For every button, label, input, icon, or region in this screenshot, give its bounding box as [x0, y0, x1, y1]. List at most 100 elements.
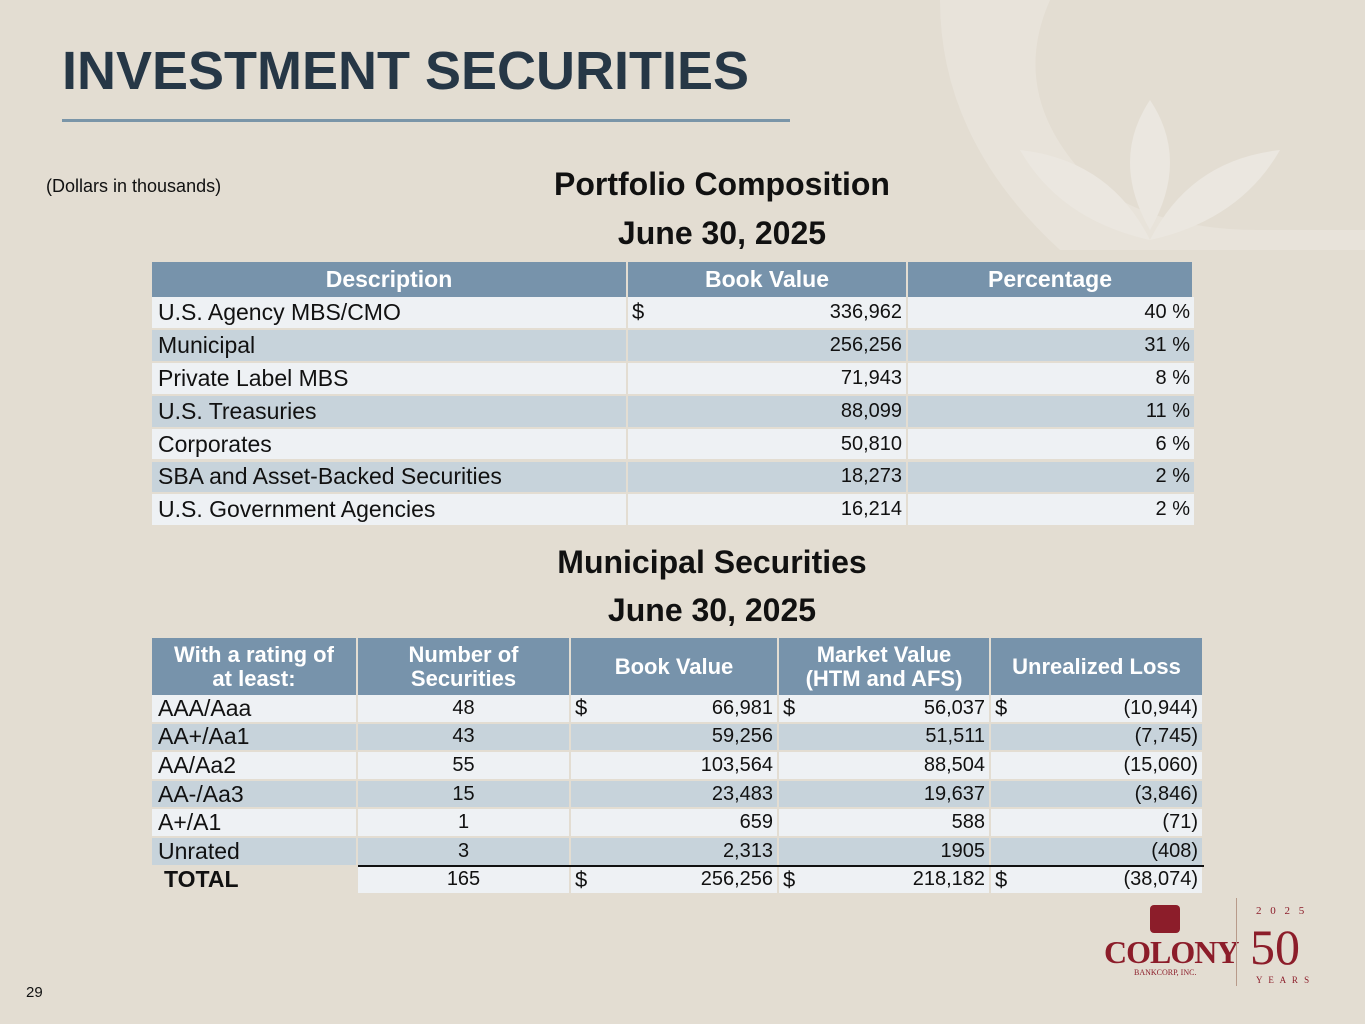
cell-bg [779, 809, 989, 836]
cell-bg [358, 866, 569, 894]
column-header: Market Value (HTM and AFS) [779, 638, 989, 695]
cell-bg [358, 752, 569, 779]
market-value: 1905 [940, 839, 986, 862]
currency: $ [995, 866, 1008, 892]
market-value: 88,504 [923, 753, 985, 776]
cell-bg [571, 695, 777, 722]
cell-bg [991, 809, 1202, 836]
column-header: Unrealized Loss [991, 638, 1202, 695]
table-date: June 30, 2025 [617, 215, 827, 251]
book-value: 659 [739, 811, 773, 834]
row-label: U.S. Treasuries [152, 395, 626, 427]
cell-bg [628, 494, 906, 526]
logo-year: 2 0 2 5 [1256, 905, 1308, 917]
slide-title: INVESTMENT SECURITIES [62, 41, 750, 101]
total-rule [358, 864, 1204, 867]
book-value: 59,256 [711, 725, 773, 748]
cell-bg [908, 428, 1194, 460]
logo-years: Y E A R S [1256, 975, 1312, 985]
cell-bg [991, 780, 1202, 808]
column-header: Book Value [628, 262, 906, 297]
row-label: SBA and Asset-Backed Securities [152, 461, 626, 493]
logo-name: COLONY [1104, 934, 1239, 970]
cell-bg [628, 297, 906, 328]
row-label: Corporates [152, 428, 626, 460]
cell-bg [358, 809, 569, 836]
table-date: June 30, 2025 [607, 592, 817, 628]
unrealized-loss: (15,060) [1123, 753, 1199, 776]
currency: $ [575, 866, 588, 892]
book-value: 66,981 [711, 696, 773, 719]
market-value: 19,637 [923, 782, 985, 805]
currency: $ [632, 299, 645, 325]
security-count: 48 [452, 696, 475, 719]
cell-bg [908, 329, 1194, 361]
row-label: AAA/Aaa [152, 695, 356, 722]
cell-bg [908, 362, 1194, 394]
currency: $ [783, 695, 796, 721]
cell-bg [908, 494, 1194, 526]
column-header: With a rating of at least: [152, 638, 356, 695]
security-count: 43 [452, 725, 475, 748]
cell-bg [991, 723, 1202, 751]
percentage: 11 % [1145, 399, 1190, 422]
market-value: 51,511 [925, 725, 985, 748]
percentage: 40 % [1144, 300, 1190, 323]
unrealized-loss: (10,944) [1123, 696, 1199, 719]
cell-bg [779, 723, 989, 751]
cell-bg [779, 866, 989, 894]
book-value: 103,564 [700, 753, 773, 776]
table-title: Municipal Securities [557, 544, 867, 580]
currency: $ [575, 695, 588, 721]
logo-anniversary: 50 [1250, 919, 1300, 975]
logo-divider [1236, 898, 1237, 986]
row-label: AA-/Aa3 [152, 780, 356, 808]
cell-bg [571, 780, 777, 808]
logo-icon [1150, 905, 1180, 933]
cell-bg [628, 428, 906, 460]
cell-bg [571, 838, 777, 865]
security-count: 55 [452, 753, 475, 776]
security-count: 15 [452, 782, 475, 805]
cell-bg [908, 461, 1194, 493]
cell-bg [628, 329, 906, 361]
row-label: U.S. Agency MBS/CMO [152, 297, 626, 328]
row-label: A+/A1 [152, 809, 356, 836]
security-count: 3 [457, 839, 470, 862]
percentage: 6 % [1155, 432, 1190, 455]
cell-bg [358, 695, 569, 722]
market-value: 56,037 [923, 696, 985, 719]
unrealized-loss: (71) [1162, 811, 1198, 834]
column-header: Percentage [908, 262, 1192, 297]
book-value: 256,256 [829, 333, 902, 356]
row-label: AA+/Aa1 [152, 723, 356, 751]
cell-bg [779, 838, 989, 865]
unrealized-loss: (38,074) [1123, 868, 1199, 891]
security-count: 165 [446, 868, 481, 891]
currency: $ [995, 695, 1008, 721]
book-value: 88,099 [840, 399, 902, 422]
title-rule [62, 119, 790, 122]
cell-bg [908, 297, 1194, 328]
row-label: AA/Aa2 [152, 752, 356, 779]
page-number: 29 [26, 984, 43, 1001]
row-label: Private Label MBS [152, 362, 626, 394]
percentage: 31 % [1144, 333, 1190, 356]
cell-bg [991, 752, 1202, 779]
column-header: Description [152, 262, 626, 297]
book-value: 71,943 [840, 366, 902, 389]
cell-bg [628, 461, 906, 493]
book-value: 256,256 [700, 868, 773, 891]
table-title: Portfolio Composition [554, 166, 890, 202]
cell-bg [991, 838, 1202, 865]
cell-bg [571, 866, 777, 894]
book-value: 16,214 [840, 498, 902, 521]
currency: $ [783, 866, 796, 892]
unrealized-loss: (3,846) [1134, 782, 1198, 805]
row-label: TOTAL [164, 866, 239, 893]
cell-bg [571, 809, 777, 836]
cell-bg [571, 752, 777, 779]
cell-bg [628, 395, 906, 427]
column-header: Number of Securities [358, 638, 569, 695]
